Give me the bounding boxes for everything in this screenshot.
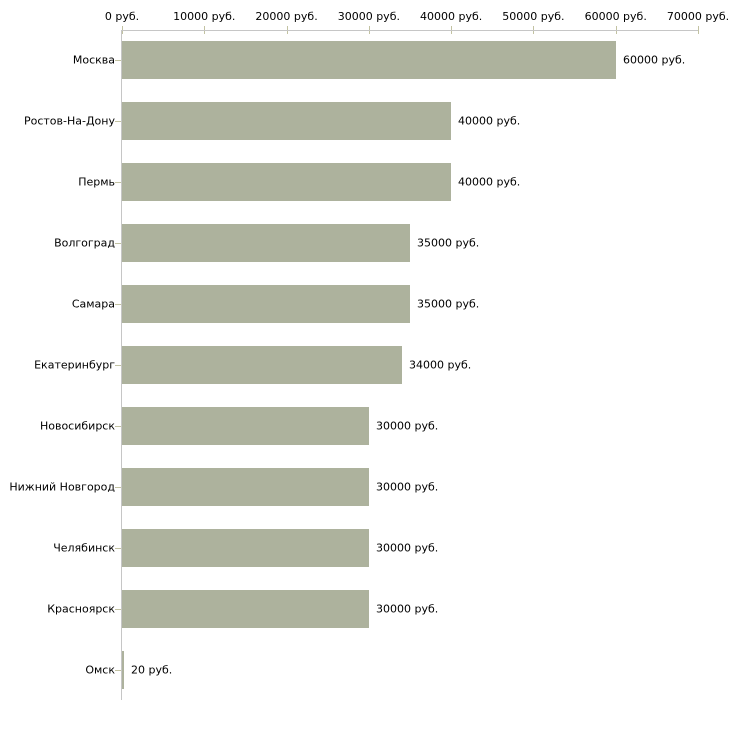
bar-4 — [122, 224, 410, 262]
y-axis-tick-mark — [115, 182, 121, 183]
category-label: Ростов-На-Дону — [23, 114, 115, 128]
x-axis-tick-label: 60000 руб. — [584, 10, 647, 23]
value-label: 60000 руб. — [623, 53, 686, 67]
bar-9 — [122, 529, 369, 567]
bar-2 — [122, 102, 451, 140]
y-axis-tick-mark — [115, 60, 121, 61]
value-label: 35000 руб. — [417, 236, 480, 250]
y-axis-tick-mark — [115, 670, 121, 671]
x-axis-tick-mark — [698, 26, 699, 34]
bar-7 — [122, 407, 369, 445]
category-label: Нижний Новгород — [9, 480, 115, 494]
x-axis-tick-label: 20000 руб. — [255, 10, 318, 23]
value-label: 35000 руб. — [417, 297, 480, 311]
y-axis-tick-mark — [115, 121, 121, 122]
category-label: Москва — [72, 53, 115, 67]
bar-5 — [122, 285, 410, 323]
x-axis-tick-label: 50000 руб. — [502, 10, 565, 23]
y-axis-tick-mark — [115, 365, 121, 366]
x-axis-tick-label: 70000 руб. — [666, 10, 730, 23]
value-label: 30000 руб. — [376, 602, 439, 616]
value-label: 34000 руб. — [409, 358, 472, 372]
category-label: Пермь — [78, 175, 115, 189]
value-label: 40000 руб. — [458, 175, 521, 189]
x-axis-tick-label: 0 руб. — [104, 10, 140, 23]
bar-1 — [122, 41, 616, 79]
y-axis-tick-mark — [115, 243, 121, 244]
category-label: Екатеринбург — [34, 358, 115, 372]
y-axis-line — [121, 30, 122, 700]
x-axis-tick-label: 10000 руб. — [173, 10, 236, 23]
bar-3 — [122, 163, 451, 201]
x-axis-tick-label: 30000 руб. — [337, 10, 400, 23]
bar-10 — [122, 590, 369, 628]
x-axis-line — [121, 30, 698, 31]
y-axis-tick-mark — [115, 304, 121, 305]
value-label: 20 руб. — [131, 663, 173, 677]
value-label: 40000 руб. — [458, 114, 521, 128]
category-label: Самара — [71, 297, 115, 311]
y-axis-tick-mark — [115, 426, 121, 427]
y-axis-tick-mark — [115, 487, 121, 488]
bar-8 — [122, 468, 369, 506]
value-label: 30000 руб. — [376, 541, 439, 555]
category-label: Волгоград — [54, 236, 115, 250]
y-axis-tick-mark — [115, 548, 121, 549]
bar-6 — [122, 346, 402, 384]
bar-11 — [122, 651, 124, 689]
value-label: 30000 руб. — [376, 419, 439, 433]
value-label: 30000 руб. — [376, 480, 439, 494]
x-axis-tick-label: 40000 руб. — [420, 10, 483, 23]
category-label: Красноярск — [47, 602, 115, 616]
category-label: Челябинск — [53, 541, 115, 555]
category-label: Омск — [85, 663, 115, 677]
y-axis-tick-mark — [115, 609, 121, 610]
category-label: Новосибирск — [39, 419, 115, 433]
